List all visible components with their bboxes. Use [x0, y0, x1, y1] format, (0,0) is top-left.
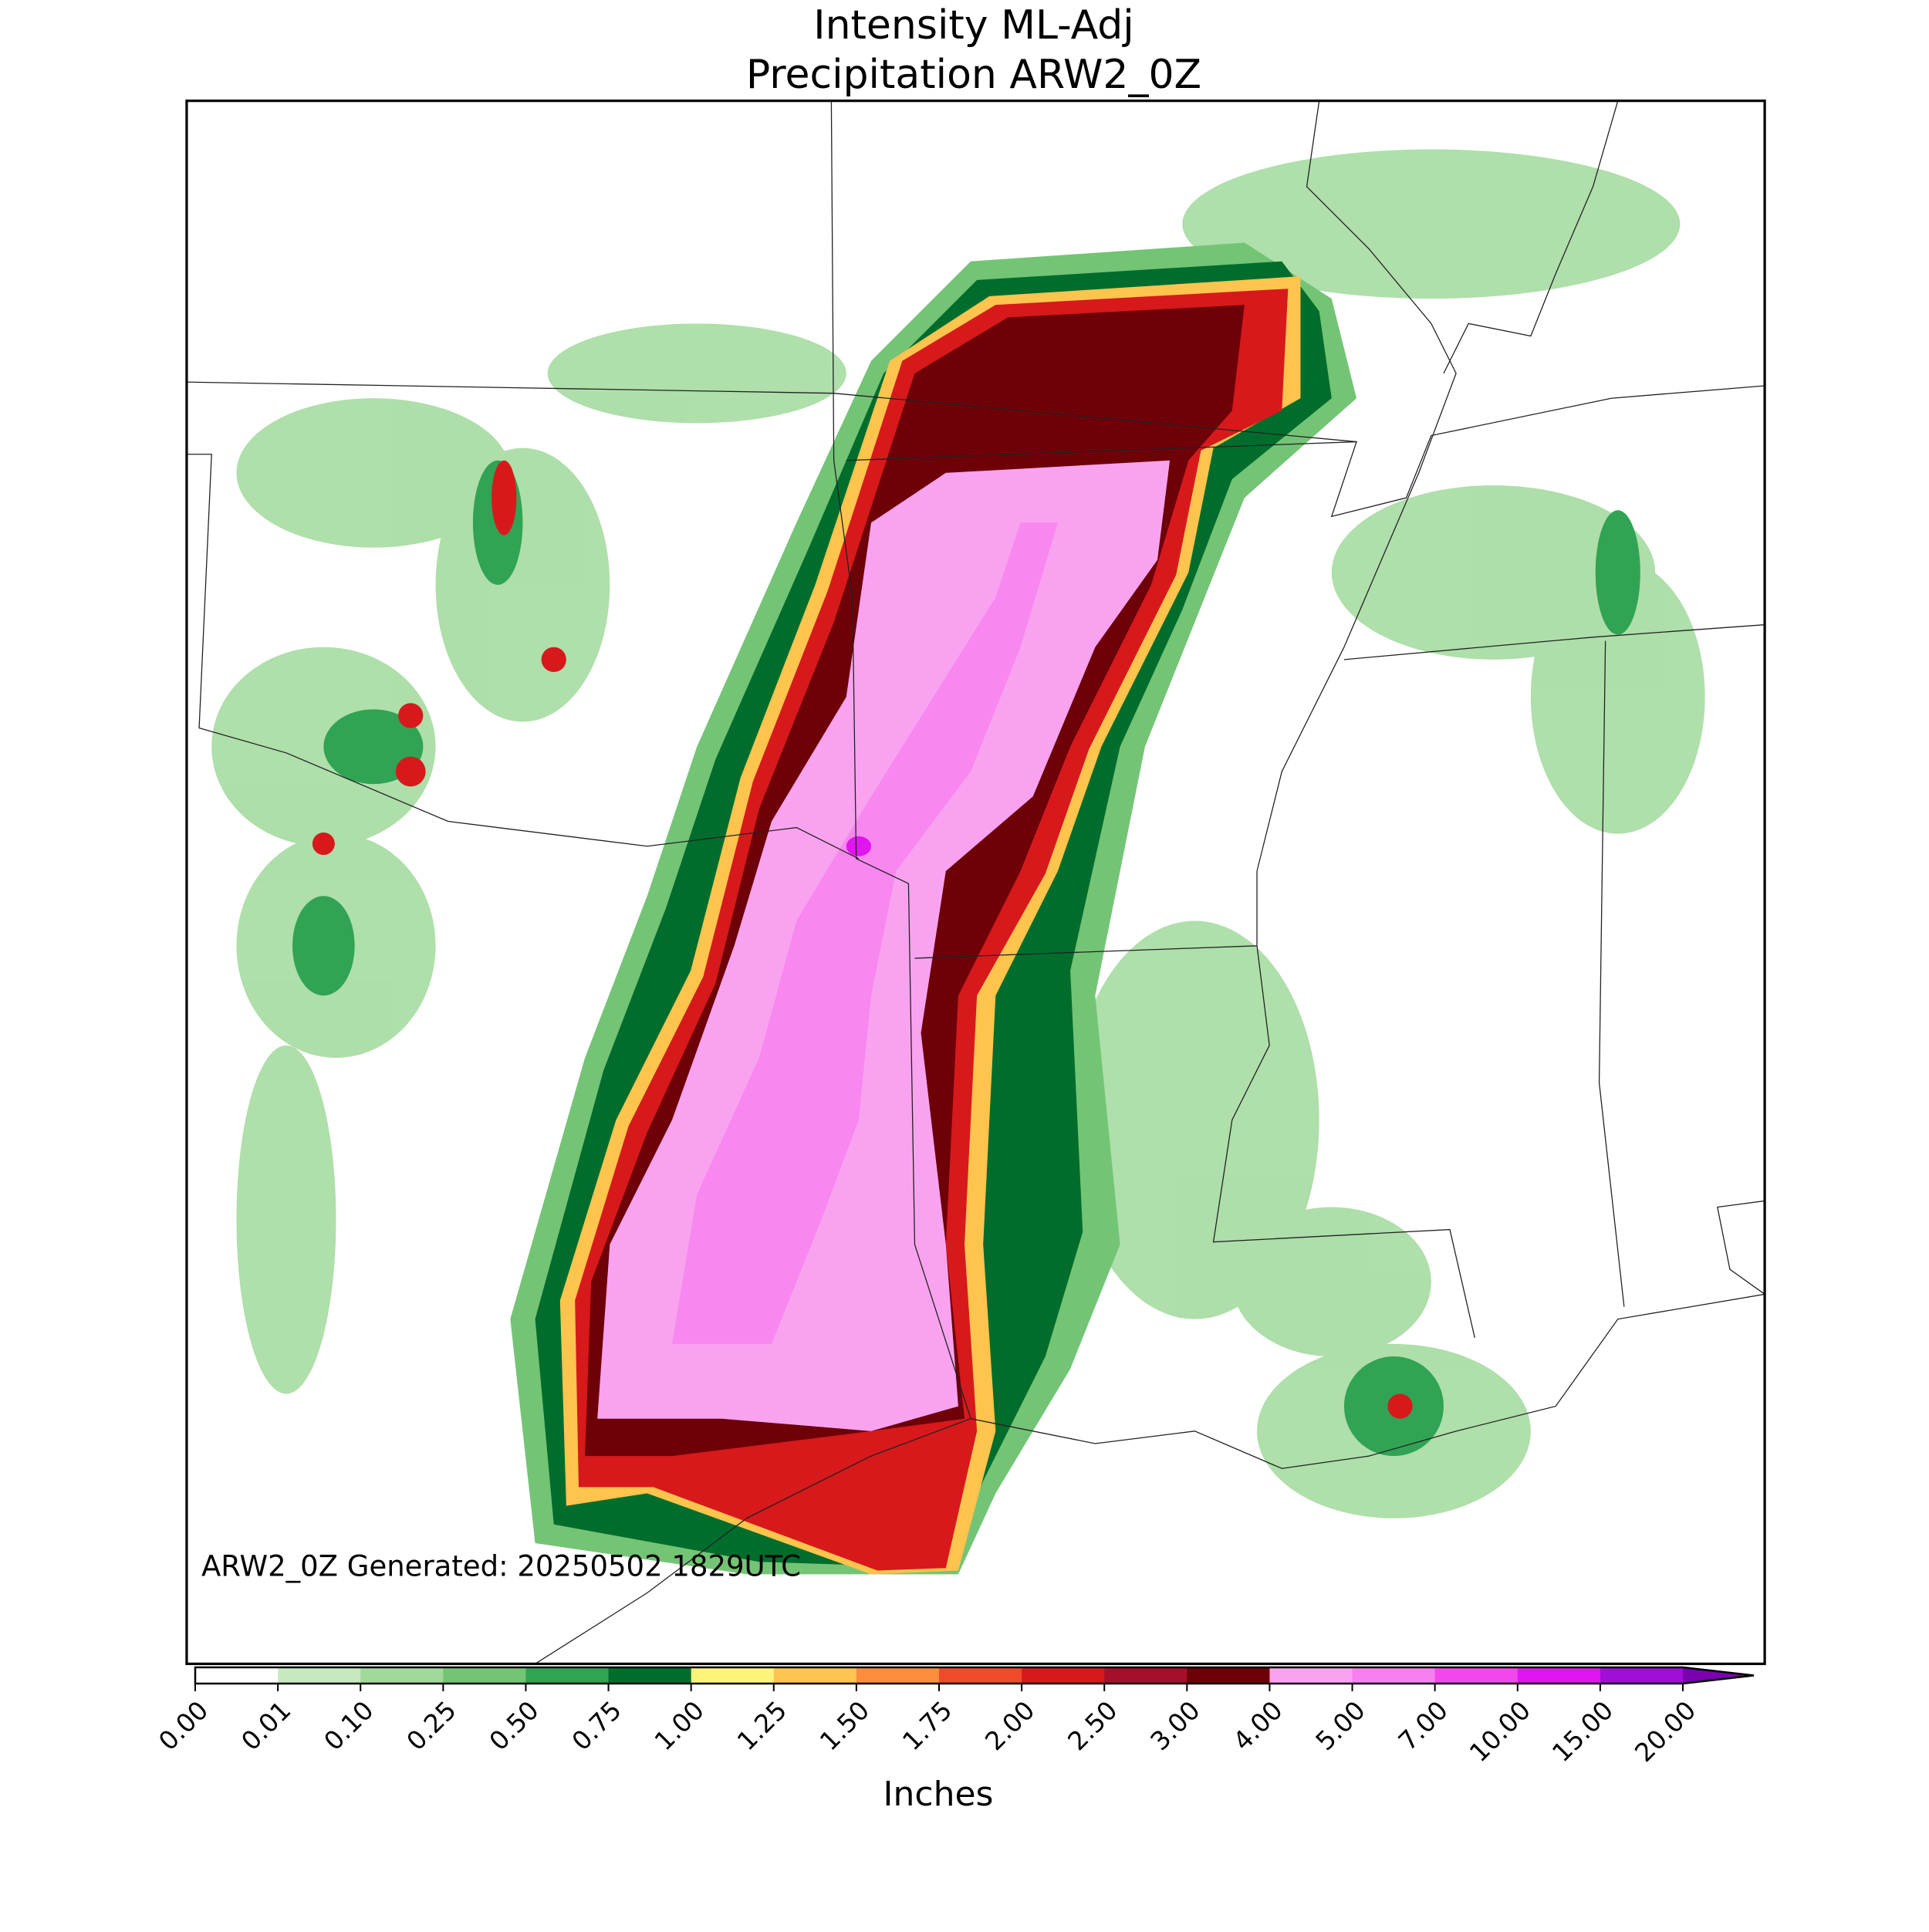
colorbar-tick-label: 2.50: [1062, 1695, 1123, 1757]
colorbar-tick-label: 4.00: [1227, 1695, 1289, 1757]
colorbar-tick-label: 0.50: [483, 1695, 545, 1757]
title-line: Intensity ML-Adj: [813, 2, 1134, 49]
colorbar-tick-label: 7.00: [1393, 1695, 1454, 1757]
colorbar-tick-label: 0.10: [318, 1695, 380, 1757]
colorbar-segment: [443, 1667, 526, 1684]
annotation: ARW2_0Z Generated: 20250502 1829UTC: [201, 1550, 801, 1583]
axes-frame: [185, 100, 1766, 1666]
colorbar-segment: [856, 1667, 940, 1684]
colorbar-segment: [1269, 1667, 1353, 1684]
colorbar-tick-label: 1.00: [649, 1695, 711, 1757]
colorbar-tick-label: 1.50: [814, 1695, 876, 1757]
colorbar-tick-label: 2.00: [979, 1695, 1041, 1757]
colorbar-segment: [939, 1667, 1022, 1684]
scattered-heavy: [312, 460, 1413, 1419]
colorbar-tick-label: 0.01: [235, 1695, 297, 1757]
colorbar-tick-label: 20.00: [1629, 1695, 1701, 1768]
colorbar-segment: [195, 1667, 279, 1684]
colorbar-segment: [1187, 1667, 1270, 1684]
colorbar-segment: [1434, 1667, 1519, 1684]
colorbar-segment: [773, 1667, 857, 1684]
colorbar-tick-label: 5.00: [1309, 1695, 1371, 1757]
boundaries: [186, 100, 1765, 1664]
light-precip: [211, 149, 1705, 1518]
title-line: Precipitation ARW2_0Z: [746, 52, 1201, 98]
colorbar-extend: [1683, 1667, 1754, 1684]
colorbar-outline: [194, 1666, 1755, 1685]
colorbar-segment: [691, 1667, 775, 1684]
colorbar-tick-label: 3.00: [1144, 1695, 1206, 1757]
main-band-core-inner: [671, 522, 1058, 1344]
precip-field: [211, 149, 1705, 1575]
colorbar-segment: [360, 1667, 444, 1684]
colorbar-tick-label: 10.00: [1464, 1695, 1536, 1768]
colorbar-segment: [1517, 1667, 1601, 1684]
colorbar-label: Inches: [883, 1775, 994, 1814]
colorbar-segment: [1104, 1667, 1187, 1684]
colorbar-segment: [1352, 1667, 1436, 1684]
colorbar-segment: [278, 1667, 361, 1684]
colorbar-tick-label: 0.75: [566, 1695, 627, 1757]
colorbar-tick-label: 0.25: [400, 1695, 462, 1757]
colorbar-segment: [1022, 1667, 1105, 1684]
colorbar-tick-label: 15.00: [1546, 1695, 1619, 1768]
colorbar-tick-label: 0.00: [153, 1695, 215, 1757]
colorbar-tick-label: 1.25: [731, 1695, 793, 1757]
colorbar-segment: [525, 1667, 610, 1684]
peak: [846, 836, 872, 856]
colorbar-segment: [608, 1667, 692, 1684]
colorbar-segment: [1600, 1667, 1684, 1684]
colorbar: 0.00 0.01 0.10 0.25 0.50 0.75 1.00 1.25 1.50 1.75…: [153, 1666, 1755, 1768]
colorbar-tick-label: 1.75: [897, 1695, 958, 1757]
map: [185, 100, 1766, 1666]
